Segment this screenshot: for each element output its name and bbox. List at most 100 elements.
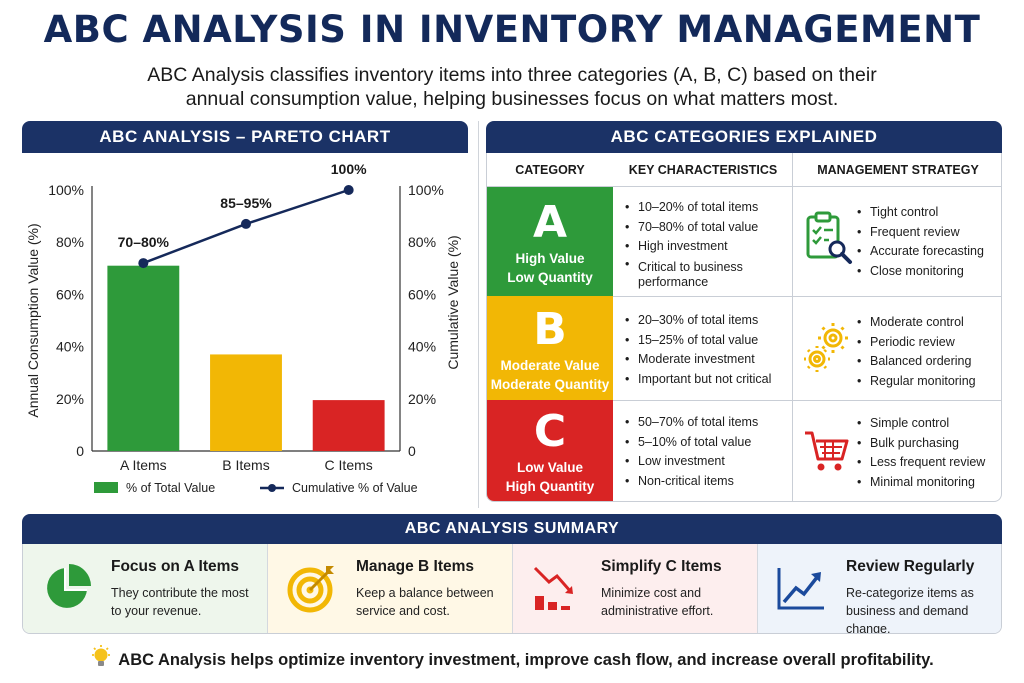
y-tick-label-left: 80% [56, 234, 84, 250]
footer-text: ABC Analysis helps optimize inventory in… [118, 651, 934, 669]
list-item: High investment [625, 237, 790, 257]
summary-card-title: Review Regularly [846, 558, 975, 575]
cumulative-point [343, 185, 354, 195]
x-tick-label: C Items [325, 457, 373, 473]
summary-card-manage-b: Manage B Items Keep a balance between se… [268, 544, 513, 633]
list-item: Moderate control [857, 313, 997, 333]
category-b-strategy: Moderate control Periodic review Balance… [857, 313, 997, 391]
y-tick-label-right: 20% [408, 391, 436, 407]
category-c-strategy: Simple control Bulk purchasing Less freq… [857, 414, 997, 492]
y-tick-label-left: 40% [56, 339, 84, 355]
list-item: 10–20% of total items [625, 198, 790, 218]
summary-card-focus-a: Focus on A Items They contribute the mos… [23, 544, 268, 633]
pie-chart-icon [47, 564, 91, 608]
y-tick-label-left: 60% [56, 286, 84, 302]
category-a-strategy: Tight control Frequent review Accurate f… [857, 203, 997, 281]
category-c-letter: C [533, 406, 567, 457]
list-item: 50–70% of total items [625, 413, 790, 433]
row-divider [613, 400, 1001, 401]
list-item: Close monitoring [857, 262, 997, 282]
summary-card-text: Re-categorize items as business and dema… [846, 586, 974, 634]
lightbulb-icon [92, 645, 111, 666]
legend-marker-line [268, 484, 276, 492]
list-item: 20–30% of total items [625, 311, 790, 331]
summary-card-title: Focus on A Items [111, 558, 240, 575]
category-b-quantity-label: Moderate Quantity [490, 377, 610, 392]
category-b-characteristics: 20–30% of total items 15–25% of total va… [625, 311, 790, 389]
y-tick-label-right: 40% [408, 339, 436, 355]
subtitle-line-1: ABC Analysis classifies inventory items … [147, 64, 877, 86]
bar-a-items [107, 265, 180, 451]
category-c-characteristics: 50–70% of total items 5–10% of total val… [625, 413, 790, 491]
category-a-quantity-label: Low Quantity [507, 270, 593, 285]
category-b-letter: B [533, 304, 567, 355]
list-item: Bulk purchasing [857, 434, 997, 454]
list-item: Critical to business performance [625, 257, 790, 290]
shopping-cart-icon [805, 431, 849, 471]
list-item: Regular monitoring [857, 372, 997, 392]
y-tick-label-left: 0 [76, 443, 84, 459]
category-a-cell: A High Value Low Quantity [487, 187, 613, 296]
y-tick-label-right: 0 [408, 443, 416, 459]
chart-panel-heading: ABC ANALYSIS – PARETO CHART [22, 121, 468, 153]
summary-card-text: Keep a balance between service and cost. [356, 586, 494, 618]
data-label: 100% [331, 161, 367, 177]
pareto-chart-svg: 0 0 20% 20% 40% 40% 60% 60% 80% 80% 100% 100% Annual… [25, 161, 461, 495]
categories-panel-heading: ABC CATEGORIES EXPLAINED [486, 121, 1002, 153]
column-header-category: CATEGORY [487, 153, 613, 187]
column-header-characteristics: KEY CHARACTERISTICS [613, 153, 793, 187]
list-item: Moderate investment [625, 350, 790, 370]
y-tick-label-left: 20% [56, 391, 84, 407]
x-tick-label: A Items [120, 457, 167, 473]
clipboard-magnifier-icon [806, 211, 852, 264]
panel-divider [478, 121, 479, 508]
column-header-strategy: MANAGEMENT STRATEGY [793, 153, 1001, 187]
list-item: Important but not critical [625, 370, 790, 390]
categories-table: CATEGORY KEY CHARACTERISTICS MANAGEMENT … [486, 153, 1002, 502]
summary-card-review: Review Regularly Re-categorize items as … [758, 544, 1001, 634]
legend-swatch-bar [94, 482, 118, 493]
legend-label-bar: % of Total Value [126, 481, 215, 495]
category-b-value-label: Moderate Value [500, 358, 600, 373]
data-label: 85–95% [220, 195, 272, 211]
bar-b-items [210, 354, 282, 451]
list-item: Less frequent review [857, 453, 997, 473]
summary-card-simplify-c: Simplify C Items Minimize cost and admin… [513, 544, 758, 633]
list-item: Accurate forecasting [857, 242, 997, 262]
category-c-quantity-label: High Quantity [505, 479, 595, 494]
summary-heading: ABC ANALYSIS SUMMARY [22, 514, 1002, 544]
pareto-chart: 0 0 20% 20% 40% 40% 60% 60% 80% 80% 100% 100% Annual… [22, 153, 468, 508]
list-item: Simple control [857, 414, 997, 434]
category-c-cell: C Low Value High Quantity [487, 400, 613, 501]
list-item: Low investment [625, 452, 790, 472]
category-c-value-label: Low Value [516, 460, 584, 475]
rising-chart-icon [777, 568, 824, 610]
list-item: 70–80% of total value [625, 218, 790, 238]
y-tick-label-left: 100% [48, 182, 84, 198]
list-item: Periodic review [857, 333, 997, 353]
summary-card-text: They contribute the most to your revenue… [111, 586, 249, 618]
y2-axis-label: Cumulative Value (%) [445, 235, 461, 369]
list-item: Balanced ordering [857, 352, 997, 372]
list-item: Frequent review [857, 223, 997, 243]
list-item: 15–25% of total value [625, 331, 790, 351]
list-item: Non-critical items [625, 472, 790, 492]
list-item: 5–10% of total value [625, 433, 790, 453]
list-item: Minimal monitoring [857, 473, 997, 493]
column-divider [792, 153, 793, 501]
y-axis-label: Annual Consumption Value (%) [25, 223, 41, 417]
legend-label-line: Cumulative % of Value [292, 481, 418, 495]
summary-card-title: Simplify C Items [601, 558, 722, 575]
cumulative-point [241, 218, 251, 229]
page-title: ABC ANALYSIS IN INVENTORY MANAGEMENT [43, 8, 981, 51]
declining-chart-icon [533, 566, 573, 610]
cumulative-point [138, 258, 149, 269]
y-tick-label-right: 80% [408, 234, 436, 250]
target-icon [287, 566, 334, 613]
category-a-characteristics: 10–20% of total items 70–80% of total va… [625, 198, 790, 290]
gears-icon [804, 323, 848, 372]
category-a-letter: A [532, 197, 568, 248]
subtitle-line-2: annual consumption value, helping busine… [185, 88, 839, 110]
y-tick-label-right: 60% [408, 286, 436, 302]
list-item: Tight control [857, 203, 997, 223]
